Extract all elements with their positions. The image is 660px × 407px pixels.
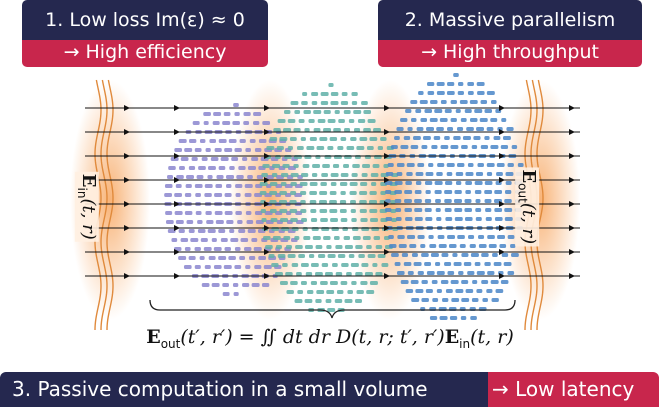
low-latency-label: → Low latency (488, 372, 659, 407)
wavefront (94, 79, 102, 331)
passive-computation-bar: 3. Passive computation in a small volume… (0, 372, 659, 407)
diffractive-layer (259, 83, 399, 312)
low-loss-box: 1. Low loss Im(ε) ≈ 0 → High efficiency (22, 0, 268, 67)
transfer-formula: Eout(t′, r′) = ∬ dt dr D(t, r; t′, r′)Ei… (146, 326, 514, 351)
low-loss-title: 1. Low loss Im(ε) ≈ 0 (22, 0, 268, 40)
e-in-label: Ein(t, r) (75, 171, 99, 242)
wavefront (106, 79, 114, 331)
light-glow (230, 80, 310, 320)
high-throughput-label: → High throughput (378, 40, 642, 67)
high-efficiency-label: → High efficiency (22, 40, 268, 67)
diffractive-layer (164, 103, 304, 296)
passive-computation-title: 3. Passive computation in a small volume (0, 372, 488, 407)
parallelism-box: 2. Massive parallelism → High throughput (378, 0, 642, 67)
light-glow (70, 80, 150, 320)
wavefront (100, 79, 108, 331)
e-out-label: Eout(t, r) (515, 167, 540, 247)
diffractive-layer (384, 73, 524, 320)
wavefront (536, 79, 544, 331)
brace (149, 299, 516, 319)
parallelism-title: 2. Massive parallelism (378, 0, 642, 40)
light-glow (500, 80, 580, 320)
